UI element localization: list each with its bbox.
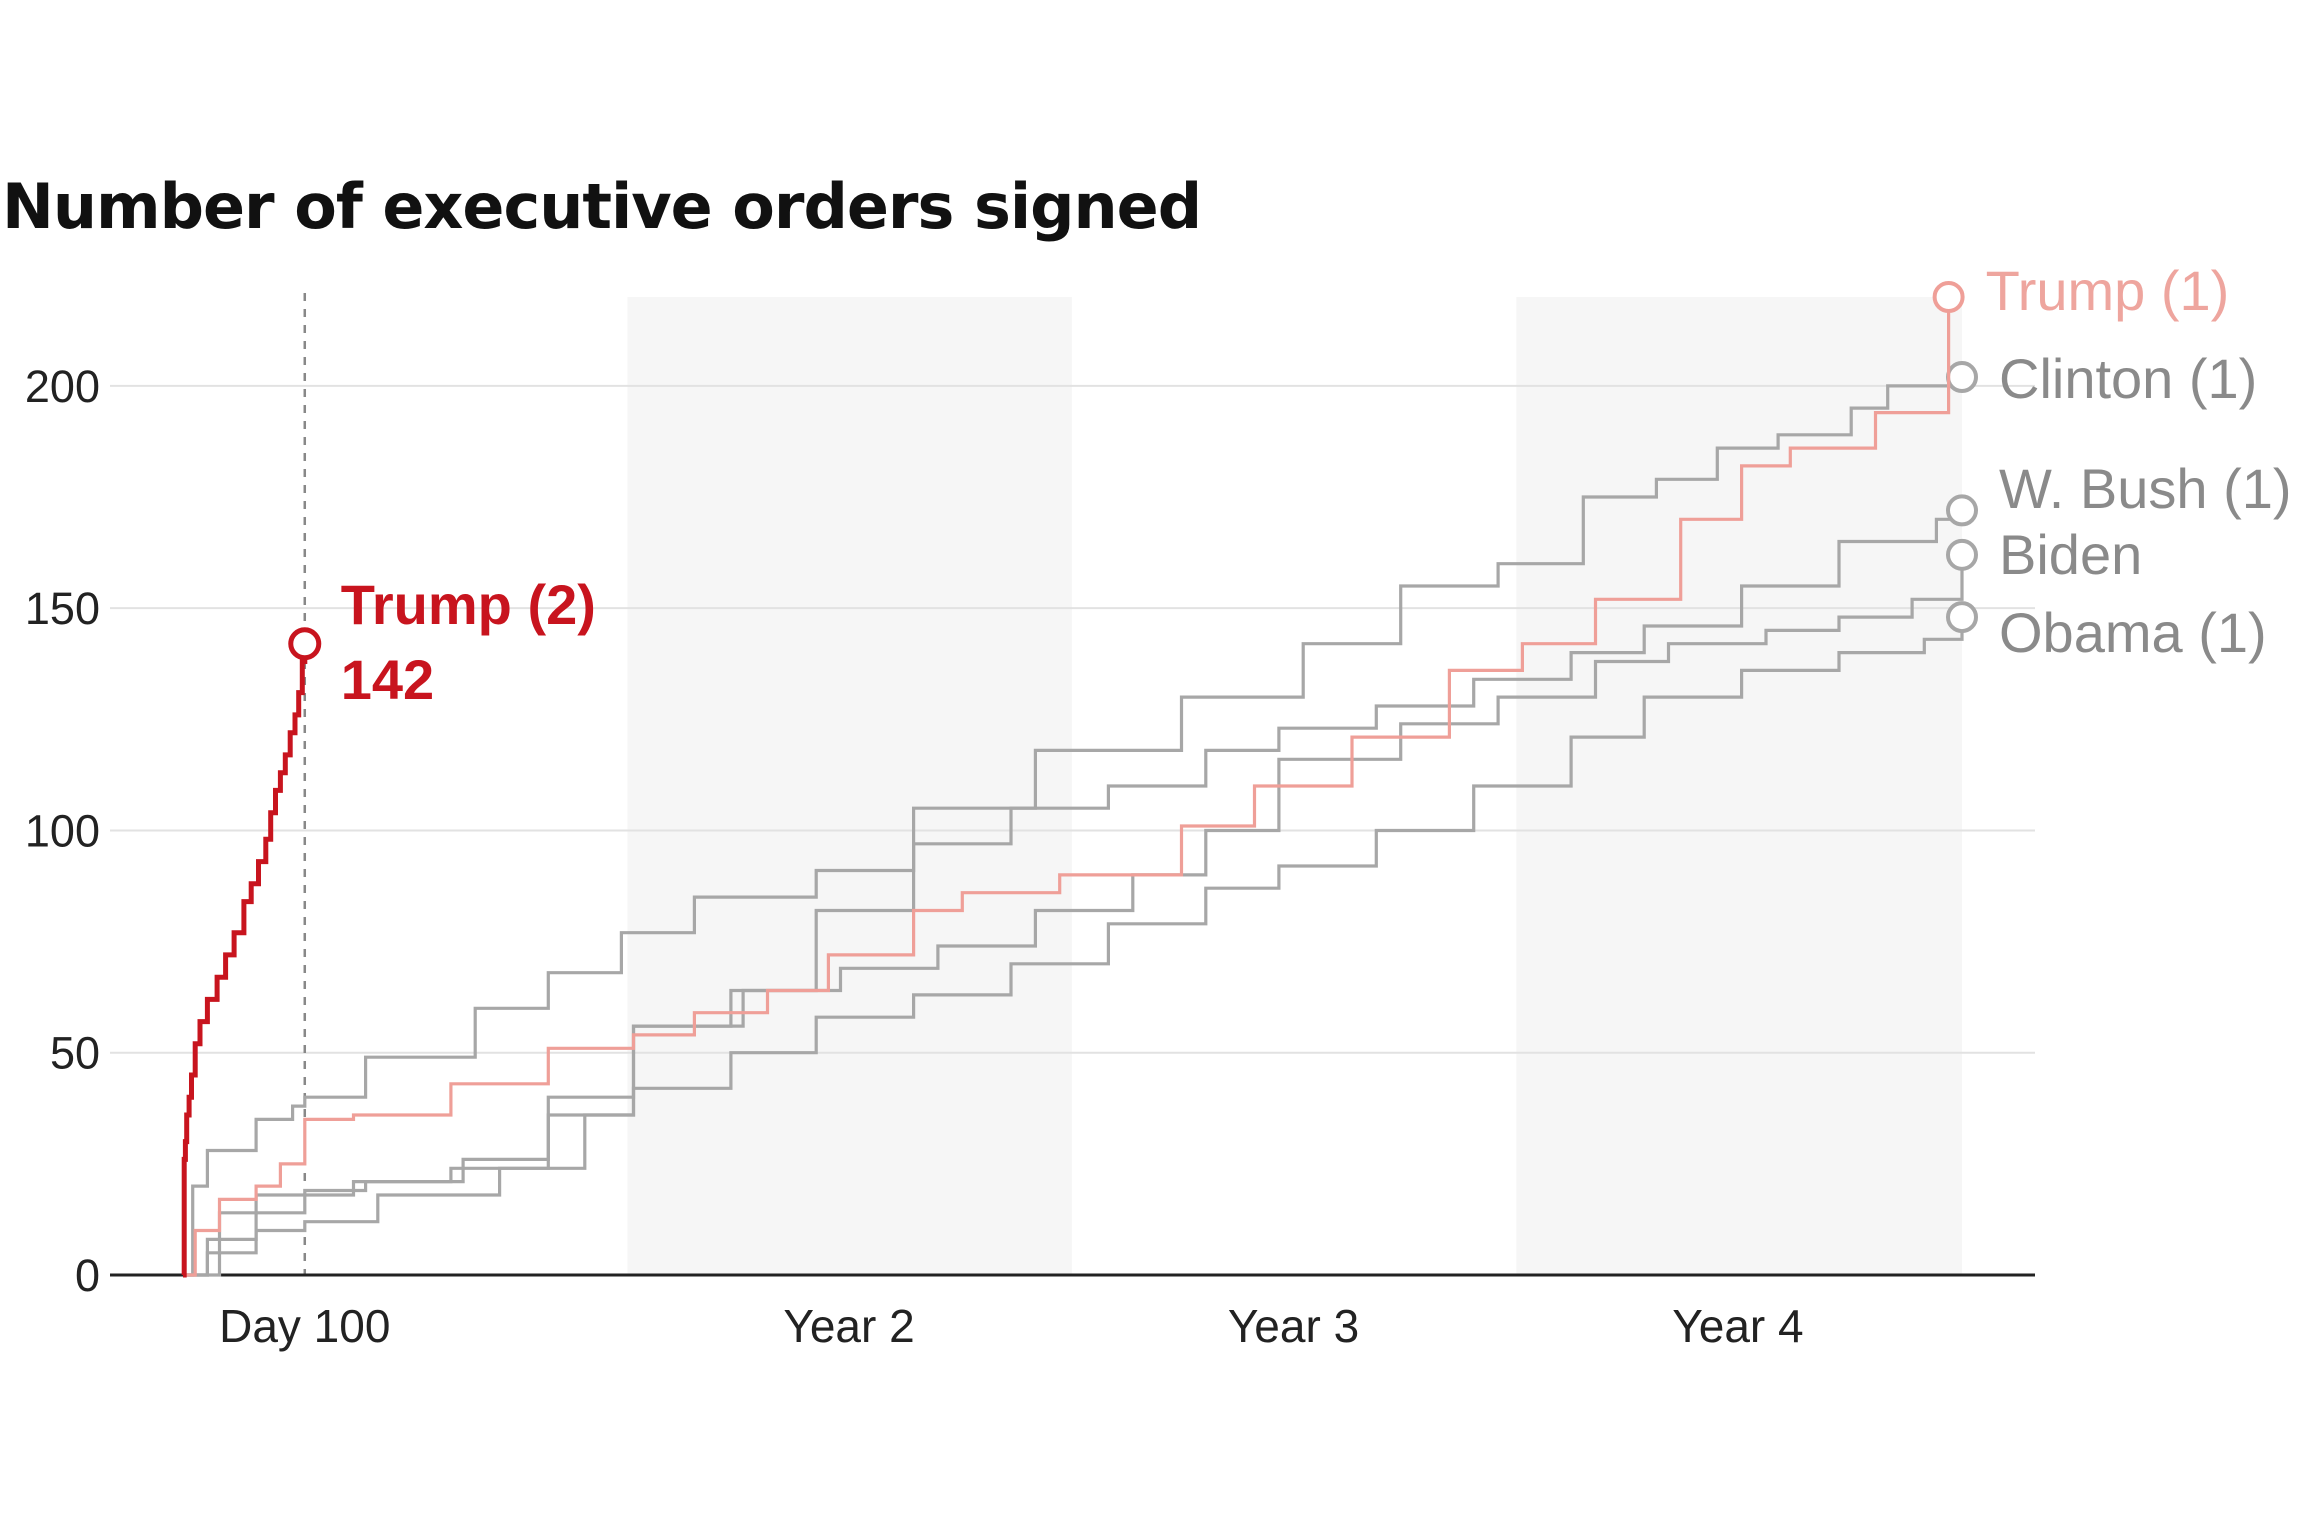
x-tick-label: Year 4 xyxy=(1672,1300,1803,1352)
series-lines xyxy=(181,281,1978,1278)
series-line-clinton-1 xyxy=(183,377,1964,1277)
y-tick-label: 50 xyxy=(50,1028,100,1079)
series-line-trump-1 xyxy=(183,297,1951,1277)
x-tick-label: Year 3 xyxy=(1228,1300,1359,1352)
series-label-obama-1: Obama (1) xyxy=(1999,601,2267,664)
series-label-trump-2: Trump (2) xyxy=(341,573,596,636)
series-end-marker-clinton-1 xyxy=(1946,361,1978,394)
series-end-marker-trump-1 xyxy=(1932,281,1965,313)
series-value-label: 142 xyxy=(341,648,434,711)
chart-title: Number of executive orders signed xyxy=(2,170,1202,243)
series-label-clinton-1: Clinton (1) xyxy=(1999,347,2257,410)
series-end-marker-biden xyxy=(1946,538,1978,571)
series-labels: Clinton (1) W. Bush (1)Biden Obama (1) Trum… xyxy=(341,259,2292,711)
series-label-trump-1: Trump (1) xyxy=(1986,259,2230,322)
y-tick-label: 150 xyxy=(25,583,100,634)
axes: Day 100 Year 2 Year 3 Year 4 xyxy=(110,1273,2035,1352)
series-line-obama-1 xyxy=(183,617,1964,1277)
series-end-marker-trump-2 xyxy=(288,627,322,661)
shaded-year-bands xyxy=(627,297,1962,1275)
year-band-2 xyxy=(1516,297,1962,1275)
series-end-marker-obama-1 xyxy=(1946,601,1978,634)
series-line-trump-2 xyxy=(181,643,308,1278)
y-tick-label: 100 xyxy=(25,805,100,856)
series-label-biden: Biden xyxy=(1999,523,2142,586)
series-end-marker-w-bush-1 xyxy=(1946,494,1978,527)
series-label-w-bush-1: W. Bush (1) xyxy=(1999,457,2292,520)
y-tick-label: 0 xyxy=(75,1250,100,1301)
x-tick-label: Year 2 xyxy=(783,1300,914,1352)
series-line-biden xyxy=(183,554,1964,1277)
year-band-1 xyxy=(627,297,1072,1275)
x-tick-label: Day 100 xyxy=(219,1300,390,1352)
gridlines: 0 50 100 150 200 xyxy=(25,361,2035,1301)
y-tick-label: 200 xyxy=(25,361,100,412)
